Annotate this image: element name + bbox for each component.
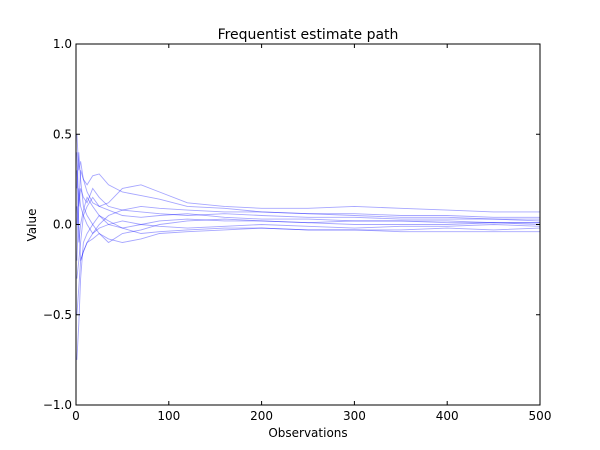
series-line-8: [76, 170, 541, 261]
x-tick-label: 300: [343, 409, 366, 423]
y-tick-label: 0.5: [53, 127, 72, 141]
chart-title: Frequentist estimate path: [218, 27, 399, 43]
series-line-1: [76, 134, 541, 222]
series-line-5: [76, 152, 541, 244]
x-tick-label: 400: [436, 409, 459, 423]
series-line-4: [76, 184, 540, 279]
series-line-2: [76, 214, 540, 360]
axis-ticks: 0 100 200 300 400 500 −1.0 −0.5 0.0 0.5 1.0: [43, 37, 552, 423]
x-axis-label: Observations: [268, 426, 347, 440]
series-line-6: [76, 227, 541, 315]
series-lines: [76, 134, 541, 360]
series-line-7: [76, 188, 540, 235]
y-tick-label: −1.0: [43, 398, 72, 412]
y-tick-label: 1.0: [53, 37, 72, 51]
x-tick-label: 0: [72, 409, 80, 423]
y-tick-label: 0.0: [53, 218, 72, 232]
x-tick-label: 100: [157, 409, 180, 423]
x-tick-label: 500: [529, 409, 552, 423]
x-tick-label: 200: [250, 409, 273, 423]
series-line-9: [76, 196, 540, 243]
y-tick-label: −0.5: [43, 308, 72, 322]
series-line-10: [76, 170, 540, 261]
series-line-3: [76, 152, 540, 220]
y-axis-label: Value: [25, 209, 39, 242]
